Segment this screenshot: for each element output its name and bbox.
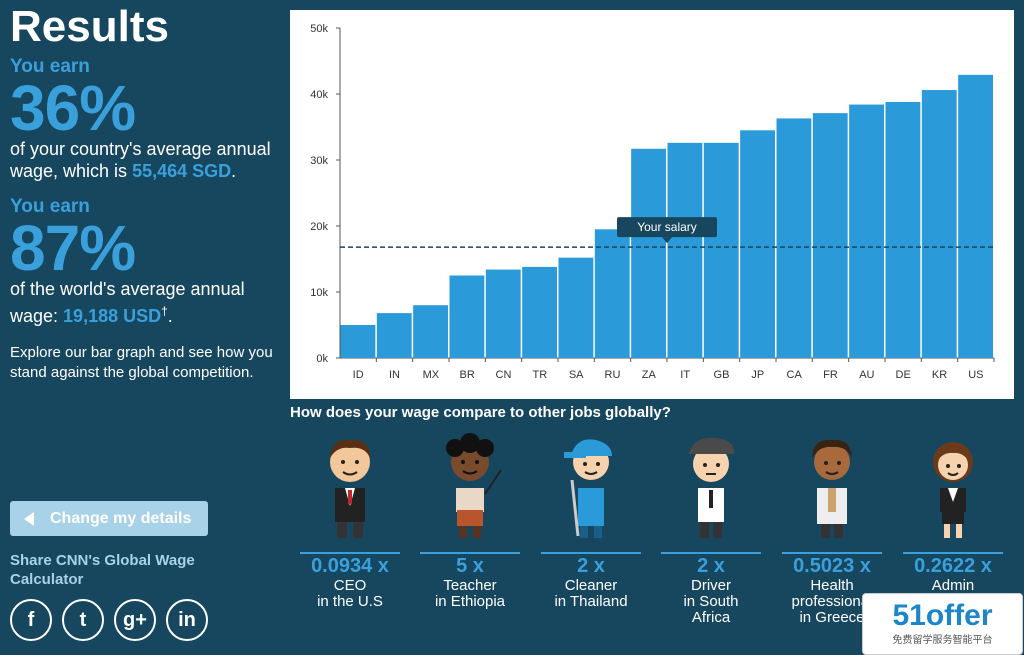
job-teacher: 5 x Teacher in Ethiopia bbox=[420, 432, 520, 610]
results-panel: Results You earn 36% of your country's a… bbox=[10, 0, 280, 383]
job-multiplier: 2 x bbox=[577, 555, 605, 577]
salary-label-box bbox=[617, 217, 717, 238]
x-tick-label: CN bbox=[496, 369, 512, 381]
bar-kr bbox=[921, 90, 957, 358]
bar-id bbox=[340, 325, 376, 358]
driver-figure-icon bbox=[688, 437, 735, 538]
twitter-icon: t bbox=[79, 608, 87, 631]
admin-figure-icon bbox=[933, 442, 973, 538]
x-tick-label: AU bbox=[859, 369, 874, 381]
x-tick-label: FR bbox=[823, 369, 838, 381]
wage-bar-chart: 0k 10k 20k 30k 40k 50k ID IN MX BR CN TR SA RU ZA IT GB J… bbox=[290, 10, 1014, 399]
salary-label-pointer bbox=[662, 237, 672, 244]
bar-tr bbox=[522, 266, 557, 358]
bar-it bbox=[667, 142, 703, 358]
bar-fr bbox=[812, 113, 848, 358]
earn-national-label: You earn bbox=[10, 56, 90, 77]
bar-br bbox=[449, 275, 485, 358]
cleaner-figure-icon bbox=[564, 439, 612, 538]
chart-svg: 0k 10k 20k 30k 40k 50k ID IN MX BR CN TR SA RU ZA IT GB J… bbox=[310, 23, 995, 381]
y-tick-label: 10k bbox=[310, 287, 328, 299]
linkedin-icon: in bbox=[178, 608, 196, 631]
bar-mx bbox=[413, 305, 448, 358]
page-title: Results bbox=[10, 2, 169, 51]
watermark-subtitle: 免费留学服务智能平台 bbox=[892, 635, 993, 646]
share-label: Share CNN's Global Wage Calculator bbox=[10, 552, 195, 588]
google-plus-icon: g+ bbox=[123, 608, 147, 631]
earn-national-desc: of your country's average annual wage, w… bbox=[10, 139, 271, 181]
watermark-badge: 51offer 免费留学服务智能平台 bbox=[862, 593, 1023, 655]
earn-world-percent: 87% bbox=[10, 212, 136, 284]
x-tick-label: MX bbox=[423, 369, 440, 381]
bar-in bbox=[376, 313, 412, 358]
x-tick-label: IN bbox=[389, 369, 400, 381]
x-tick-label: TR bbox=[532, 369, 547, 381]
job-description: Health professional in Greece bbox=[791, 577, 873, 626]
bar-cn bbox=[485, 269, 521, 358]
bar-ru bbox=[594, 229, 630, 358]
job-multiplier: 0.0934 x bbox=[311, 555, 389, 577]
job-cleaner: 2 x Cleaner in Thailand bbox=[541, 432, 641, 610]
job-multiplier: 2 x bbox=[697, 555, 725, 577]
bar-ca bbox=[776, 118, 812, 358]
job-driver: 2 x Driver in South Africa bbox=[661, 432, 761, 626]
y-tick-label: 50k bbox=[310, 23, 328, 35]
x-tick-label: BR bbox=[460, 369, 475, 381]
job-description: Cleaner in Thailand bbox=[554, 577, 628, 610]
job-multiplier: 5 x bbox=[456, 555, 484, 577]
twitter-share-button[interactable]: t bbox=[62, 599, 104, 641]
x-tick-label: ID bbox=[353, 369, 364, 381]
x-tick-label: DE bbox=[896, 369, 911, 381]
world-average-wage: 19,188 USD bbox=[63, 306, 162, 326]
bar-de bbox=[885, 101, 921, 359]
job-health-professional: 0.5023 x Health professional in Greece bbox=[782, 432, 882, 626]
job-description: Driver in South Africa bbox=[683, 577, 739, 626]
facebook-share-button[interactable]: f bbox=[10, 599, 52, 641]
doctor-figure-icon bbox=[812, 439, 852, 538]
teacher-figure-icon bbox=[446, 433, 502, 538]
job-multiplier: 0.5023 x bbox=[793, 555, 871, 577]
google-plus-share-button[interactable]: g+ bbox=[114, 599, 156, 641]
bar-us bbox=[958, 74, 993, 359]
job-ceo: 0.0934 x CEO in the U.S bbox=[300, 432, 400, 610]
x-tick-label: GB bbox=[714, 369, 730, 381]
national-average-wage: 55,464 SGD bbox=[132, 161, 232, 181]
y-tick-label: 0k bbox=[316, 353, 328, 365]
back-arrow-icon bbox=[24, 511, 34, 526]
x-tick-label: JP bbox=[751, 369, 764, 381]
bar-sa bbox=[558, 257, 594, 358]
x-tick-label: RU bbox=[605, 369, 621, 381]
bar-au bbox=[849, 104, 884, 358]
x-tick-label: ZA bbox=[642, 369, 657, 381]
bar-za bbox=[631, 148, 666, 358]
x-tick-label: IT bbox=[680, 369, 690, 381]
bar-jp bbox=[740, 130, 775, 358]
earn-world-desc: of the world's average annual wage: 19,1… bbox=[10, 279, 245, 326]
bar-gb bbox=[703, 142, 739, 358]
y-tick-label: 40k bbox=[310, 89, 328, 101]
watermark-logo: 51offer bbox=[892, 599, 993, 632]
job-admin: 0.2622 x Admin bbox=[903, 432, 1003, 594]
linkedin-share-button[interactable]: in bbox=[166, 599, 208, 641]
compare-title: How does your wage compare to other jobs… bbox=[290, 404, 671, 421]
facebook-icon: f bbox=[27, 608, 35, 631]
earn-world-label: You earn bbox=[10, 196, 90, 217]
x-tick-label: CA bbox=[787, 369, 803, 381]
job-multiplier: 0.2622 x bbox=[914, 555, 992, 577]
explore-text: Explore our bar graph and see how you st… bbox=[10, 344, 273, 381]
salary-label: Your salary bbox=[637, 220, 697, 234]
x-tick-label: US bbox=[968, 369, 983, 381]
earn-national-percent: 36% bbox=[10, 72, 136, 144]
job-description: Admin bbox=[931, 577, 975, 594]
change-details-button[interactable]: Change my details bbox=[10, 501, 208, 536]
job-description: CEO in the U.S bbox=[317, 577, 383, 610]
job-description: Teacher in Ethiopia bbox=[434, 577, 506, 610]
y-tick-label: 30k bbox=[310, 155, 328, 167]
x-tick-label: SA bbox=[569, 369, 584, 381]
y-tick-label: 20k bbox=[310, 221, 328, 233]
x-tick-label: KR bbox=[932, 369, 947, 381]
ceo-figure-icon bbox=[330, 439, 370, 538]
